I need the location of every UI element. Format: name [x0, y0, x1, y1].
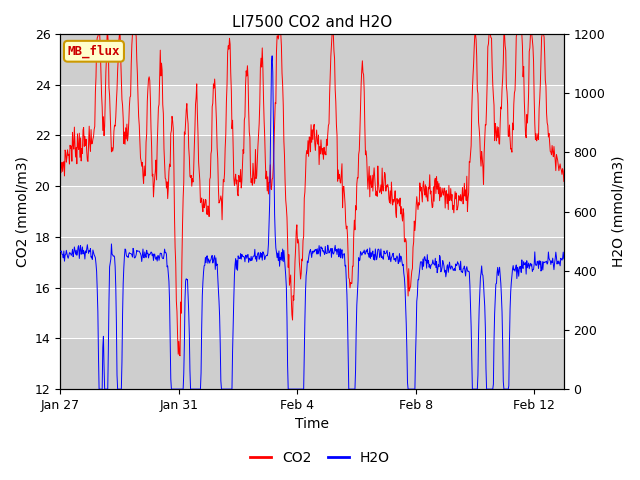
Text: MB_flux: MB_flux	[68, 45, 120, 58]
Title: LI7500 CO2 and H2O: LI7500 CO2 and H2O	[232, 15, 392, 30]
Y-axis label: H2O (mmol/m3): H2O (mmol/m3)	[611, 156, 625, 267]
Bar	[60, 34, 564, 84]
Bar	[60, 338, 564, 389]
Y-axis label: CO2 (mmol/m3): CO2 (mmol/m3)	[15, 156, 29, 267]
Bar	[60, 237, 564, 288]
Legend: CO2, H2O: CO2, H2O	[244, 445, 396, 471]
X-axis label: Time: Time	[295, 418, 329, 432]
Bar	[60, 135, 564, 186]
